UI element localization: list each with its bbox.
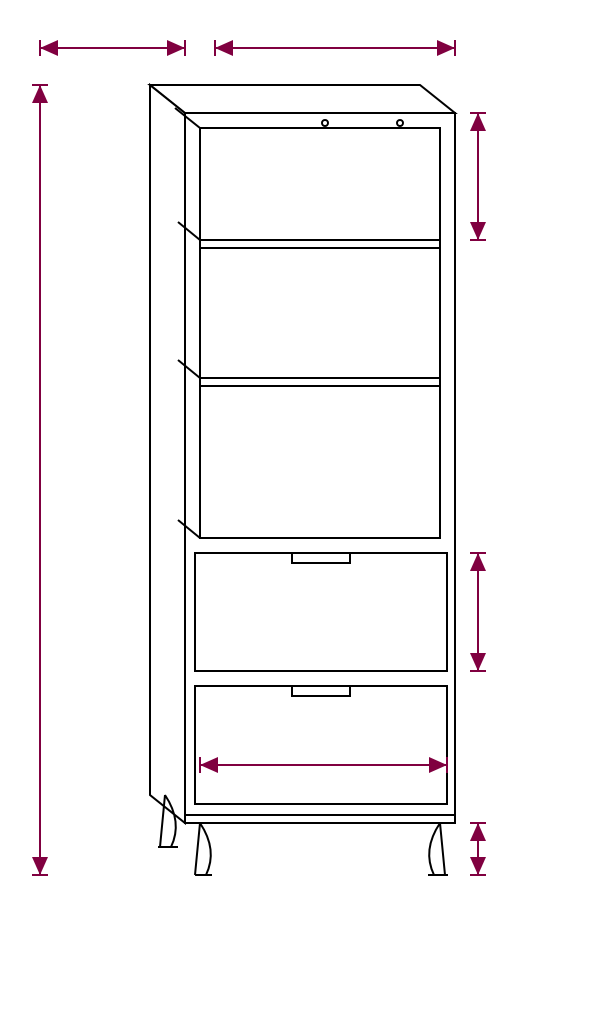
diagram-canvas: 36 cm ( 14.2" ) 40 cm ( 15.7" ) 110 cm (… bbox=[0, 0, 612, 1020]
cabinet-drawing bbox=[0, 0, 612, 1020]
